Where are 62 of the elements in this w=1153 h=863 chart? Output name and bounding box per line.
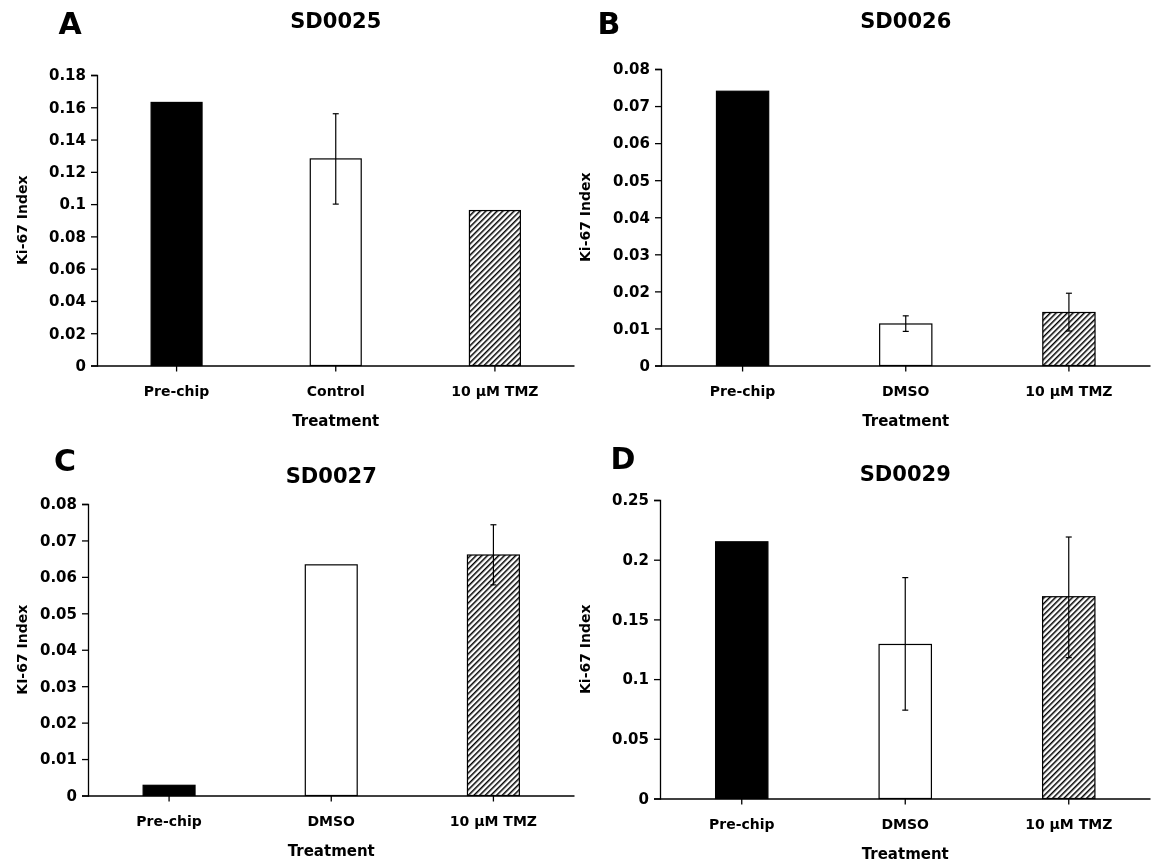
x-tick-label: 10 μM TMZ	[1025, 382, 1113, 399]
y-tick-label: 0.03	[612, 245, 650, 264]
y-tick-label: 0.05	[611, 730, 649, 749]
y-tick-label: 0.01	[612, 319, 650, 338]
y-tick-label: 0	[638, 789, 649, 808]
text: C	[53, 443, 77, 478]
text: B	[597, 6, 621, 41]
y-tick-label: 0	[639, 356, 650, 375]
chart-title: SD0027	[285, 464, 377, 488]
y-tick-label: 0.12	[48, 163, 86, 182]
y-axis-title: Ki-67 Index	[14, 175, 30, 266]
text: A	[58, 6, 83, 41]
x-axis-title: Treatment	[862, 411, 950, 430]
y-tick-label: 0.05	[612, 171, 650, 190]
y-tick-label: 0.07	[39, 531, 77, 550]
y-tick-label: 0.16	[48, 98, 86, 117]
y-tick-label: 0.02	[48, 324, 86, 343]
y-tick-label: 0.07	[612, 97, 650, 116]
y-tick-label: 0.08	[39, 495, 77, 514]
chart-title: SD0029	[859, 462, 951, 486]
x-tick-label: DMSO	[881, 815, 930, 832]
y-tick-label: 0	[75, 356, 86, 375]
y-tick-label: 0.1	[622, 670, 649, 689]
y-tick-label: 0.05	[39, 604, 77, 623]
x-tick-label: 10 μM TMZ	[449, 812, 537, 829]
y-tick-label: 0.2	[622, 551, 649, 569]
y-tick-label: 0.04	[48, 292, 86, 311]
x-axis-title: Treatment	[292, 411, 380, 430]
y-tick-label: 0.06	[612, 134, 650, 153]
x-tick-label: Pre-chip	[136, 812, 202, 829]
y-tick-label: 0.02	[39, 713, 77, 732]
y-tick-label: 0.04	[39, 641, 77, 660]
y-axis-title: Ki-67 Index	[577, 172, 593, 263]
x-axis-title: Treatment	[287, 841, 375, 860]
y-tick-label: 0.04	[612, 208, 650, 227]
x-axis-title: Treatment	[861, 844, 949, 863]
y-tick-label: 0.08	[48, 227, 86, 246]
y-tick-label: 0.15	[611, 610, 649, 629]
x-tick-label: 10 μM TMZ	[451, 382, 539, 399]
y-tick-label: 0	[66, 786, 77, 805]
y-tick-label: 0.08	[612, 60, 650, 79]
y-axis-title: Ki-67 Index	[577, 604, 593, 695]
y-axis-title: KI-67 Index	[14, 604, 30, 695]
y-tick-label: 0.25	[611, 491, 649, 510]
y-tick-label: 0.06	[48, 259, 86, 278]
chart-title: SD0026	[860, 9, 952, 33]
y-tick-label: 0.03	[39, 677, 77, 696]
x-tick-label: Pre-chip	[708, 815, 775, 832]
x-tick-label: 10 μM TMZ	[1025, 815, 1113, 832]
text: D	[610, 441, 636, 476]
chart-title: SD0025	[290, 9, 382, 33]
y-tick-label: 0.06	[39, 568, 77, 587]
y-tick-label: 0.02	[612, 282, 650, 301]
y-tick-label: 0.14	[48, 130, 86, 149]
x-tick-label: Pre-chip	[143, 382, 210, 399]
y-tick-label: 0.18	[48, 66, 86, 85]
x-tick-label: Control	[306, 382, 365, 399]
y-tick-label: 0.01	[39, 750, 77, 769]
x-tick-label: DMSO	[881, 382, 930, 399]
y-tick-label: 0.1	[59, 195, 86, 214]
x-tick-label: DMSO	[307, 812, 356, 829]
x-tick-label: Pre-chip	[709, 382, 776, 399]
